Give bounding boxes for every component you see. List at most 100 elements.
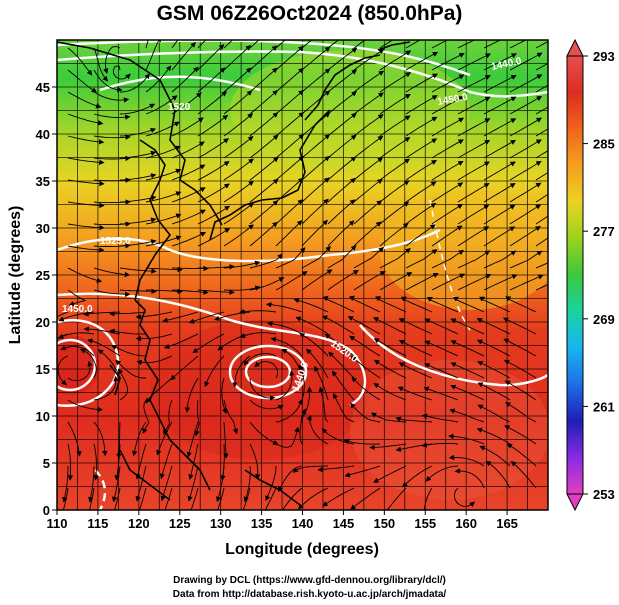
streamline — [333, 392, 355, 423]
streamline — [450, 318, 485, 335]
streamline — [327, 156, 357, 181]
streamline — [192, 333, 225, 354]
streamline — [275, 112, 305, 137]
streamline — [535, 106, 548, 115]
streamline — [194, 399, 200, 437]
streamline — [457, 273, 492, 291]
streamline — [145, 121, 180, 137]
streamline — [327, 220, 355, 247]
streamline — [197, 289, 235, 295]
streamline — [88, 465, 95, 503]
streamline — [223, 113, 254, 137]
streamline — [145, 40, 149, 49]
streamline — [483, 118, 517, 137]
streamline — [373, 465, 407, 483]
streamline — [373, 317, 407, 335]
streamline — [275, 177, 304, 203]
streamline — [270, 336, 303, 357]
streamline — [254, 361, 279, 379]
streamline — [93, 375, 119, 401]
x-tick-label: 135 — [251, 516, 273, 531]
streamline — [145, 40, 162, 71]
streamline — [171, 265, 209, 272]
streamline — [405, 159, 437, 181]
streamline — [119, 217, 157, 225]
streamline — [405, 249, 438, 269]
streamline — [197, 91, 227, 115]
streamline — [405, 116, 438, 137]
streamline — [67, 201, 105, 209]
streamline — [327, 91, 358, 115]
streamline — [322, 487, 355, 507]
streamline — [265, 465, 277, 502]
streamline — [145, 95, 178, 115]
streamline — [457, 118, 491, 137]
streamline — [327, 134, 357, 159]
streamline — [187, 465, 199, 502]
streamline — [249, 67, 278, 93]
contour-label: 1520 — [168, 102, 191, 113]
streamline — [249, 112, 279, 137]
streamline — [93, 289, 131, 297]
streamline — [114, 487, 121, 510]
streamline — [509, 225, 541, 247]
streamline — [350, 355, 381, 379]
streamline — [171, 164, 206, 181]
y-tick-label: 25 — [36, 268, 50, 283]
streamline — [535, 171, 548, 181]
streamline — [156, 421, 173, 456]
streamline — [353, 178, 383, 203]
streamline — [327, 40, 340, 49]
streamline — [405, 40, 422, 49]
streamline — [457, 226, 490, 247]
streamline — [145, 191, 182, 203]
streamline — [197, 114, 229, 137]
streamline — [503, 359, 537, 379]
streamline — [198, 264, 235, 270]
streamline — [327, 199, 356, 225]
streamline — [275, 426, 300, 448]
streamline — [510, 460, 537, 489]
streamline — [379, 222, 409, 247]
streamline — [353, 246, 385, 269]
streamline — [190, 487, 199, 510]
streamline — [450, 384, 485, 401]
streamline — [535, 215, 548, 225]
colorbar-tick-label: 285 — [593, 137, 615, 152]
streamline — [67, 157, 105, 165]
streamline — [139, 487, 147, 510]
streamline — [67, 289, 87, 307]
streamline — [275, 370, 295, 401]
streamline — [327, 177, 356, 203]
streamline — [421, 442, 459, 448]
streamline — [509, 250, 543, 269]
streamline — [379, 40, 394, 49]
streamline — [301, 40, 313, 49]
streamline — [379, 115, 411, 137]
streamline — [301, 68, 331, 93]
x-tick-label: 140 — [292, 516, 314, 531]
streamline — [431, 160, 464, 181]
streamline — [373, 383, 407, 401]
streamline — [293, 297, 329, 313]
x-tick-label: 125 — [169, 516, 191, 531]
streamline — [145, 288, 183, 295]
streamline — [509, 52, 543, 71]
streamline — [142, 399, 150, 434]
streamline — [119, 239, 157, 247]
streamline — [506, 443, 537, 467]
streamline — [62, 466, 69, 503]
streamline — [119, 267, 157, 274]
streamline — [504, 380, 537, 401]
streamline — [197, 67, 226, 93]
streamline — [327, 112, 357, 137]
streamline — [119, 173, 157, 181]
streamline — [535, 128, 548, 137]
streamline — [197, 44, 225, 71]
streamline — [450, 362, 485, 379]
streamline — [243, 465, 251, 503]
streamline — [67, 399, 104, 413]
x-tick-label: 115 — [87, 516, 108, 531]
streamline — [306, 414, 329, 445]
streamline — [67, 47, 93, 76]
